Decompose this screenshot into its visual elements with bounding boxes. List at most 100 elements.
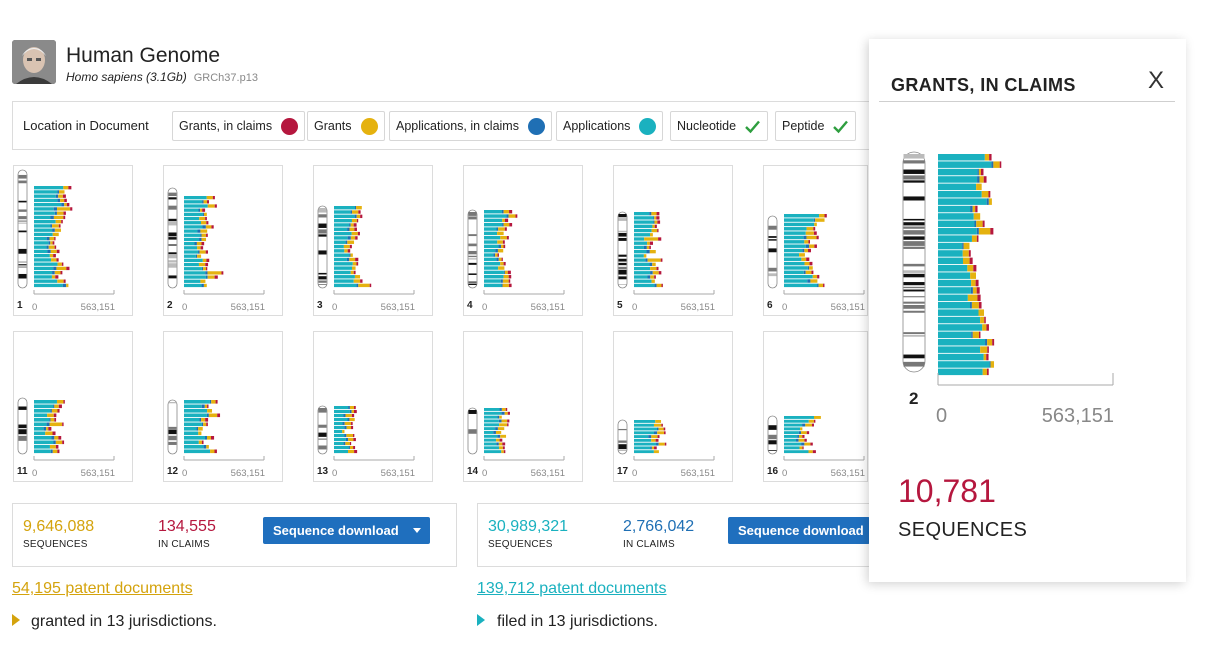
chromosome-label: 14 [467,466,479,477]
grants-bar [201,221,207,225]
chromosome-band [468,281,477,283]
chromosome-band [318,284,327,285]
applications-in-claims-bar [976,228,979,235]
grants-in-claims-bar [349,442,352,446]
applications-bar [334,283,357,288]
applications-bar [484,210,502,214]
grants-bar [200,229,208,233]
filter-applications-in-claims[interactable]: Applications, in claims [389,111,552,141]
close-icon[interactable]: X [1148,67,1165,94]
chromosome-card-5[interactable]: 0 563,151 5 [613,165,733,316]
filter-grants-in-claims[interactable]: Grants, in claims [172,111,306,141]
grants-in-claims-bar [664,431,666,435]
applications-bar [634,245,644,250]
grants-in-claims-bar [661,283,663,288]
grants-sequence-download-button[interactable]: Sequence download [263,517,430,544]
panel-divider [879,101,1175,102]
chromosome-card-17[interactable]: 0 563,151 17 [613,331,733,482]
chromosome-band [468,250,477,255]
grants-sequences-label: SEQUENCES [23,539,88,550]
grants-bar [46,427,49,431]
chromosome-card-3[interactable]: 0 563,151 3 [313,165,433,316]
grants-in-claims-bar [503,244,506,249]
grants-in-claims-bar [502,442,506,446]
grants-in-claims-bar [212,196,215,200]
axis-max-label: 563,151 [381,302,415,313]
grants-in-claims-bar [200,246,204,250]
chromosome-band [903,226,925,229]
applications-bar [34,436,52,440]
chromosome-card-11[interactable]: 0 563,151 11 [13,331,133,482]
grants-bar [63,186,69,190]
applications-bar [634,224,653,228]
applications-bar [34,190,58,194]
chromosome-card-1[interactable]: 0 563,151 1 [13,165,133,316]
grants-in-claims-bar [663,427,666,431]
applications-bar [34,271,53,275]
chromosome-card-16[interactable]: 0 563,151 16 [763,331,868,482]
applications-in-claims-bar [805,244,810,248]
applications-bar [634,262,650,266]
grants-bar [203,283,207,288]
grants-bar [498,266,505,270]
grants-bar [54,436,59,440]
applications-bar [334,426,345,430]
applications-in-claims-bar [195,254,198,258]
filter-peptide[interactable]: Peptide [775,111,857,141]
chromosome-card-14[interactable]: 0 563,151 14 [463,331,583,482]
grants-bar [498,227,505,231]
applications-bar [938,235,972,242]
applications-patent-documents-link[interactable]: 139,712 patent documents [477,580,667,597]
applications-bar [184,237,200,242]
applications-bar [184,225,203,229]
grants-bar [982,368,987,376]
grants-bar [50,418,55,422]
applications-in-claims-bar [501,411,505,415]
grants-in-claims-bar [988,191,991,198]
chromosome-band [318,208,327,213]
applications-sequence-download-button[interactable]: Sequence download [728,517,870,544]
applications-bar [484,262,501,266]
grants-bar [990,361,995,368]
chromosome-card-4[interactable]: 0 563,151 4 [463,165,583,316]
applications-in-claims-bar [493,431,496,434]
filter-nucleotide[interactable]: Nucleotide [670,111,769,141]
applications-bar [484,438,497,442]
chromosome-band [318,280,327,283]
applications-bar [784,248,803,253]
applications-bar [938,361,990,368]
applications-bar [34,440,54,445]
grants-bar [798,438,805,442]
grants-bar [344,422,352,426]
grants-bar [651,228,658,233]
yellow-dot-icon [360,117,378,135]
grants-bar [499,423,508,427]
grants-in-claims-bar [62,422,64,427]
location-filter-bar: Location in Document Grants, in claims G… [12,101,872,150]
grants-bar [54,404,59,409]
grants-in-claims-bar [358,210,361,214]
grants-bar [55,220,62,224]
chromosome-label: 11 [17,466,28,477]
grants-in-claims-bar [810,442,813,446]
chromosome-band [903,289,925,292]
grants-in-claims-bar [501,257,503,262]
filter-applications[interactable]: Applications [556,111,664,141]
applications-in-claims-bar [51,436,55,440]
grants-in-claims-bar [654,224,657,228]
applications-in-claims-bar [506,214,509,218]
axis-min-label: 0 [182,302,187,313]
filter-grants[interactable]: Grants [307,111,385,141]
grants-in-claims-bar [217,413,221,418]
applications-bar [184,400,210,404]
chromosome-card-6[interactable]: 0 563,151 6 [763,165,868,316]
grants-sequences-value: 9,646,088 [23,518,95,535]
grants-bar [199,250,206,254]
chromosome-card-13[interactable]: 0 563,151 13 [313,331,433,482]
applications-in-claims-stat: 2,766,042 IN CLAIMS [623,518,694,550]
chromosome-card-12[interactable]: 0 563,151 12 [163,331,283,482]
grants-in-claims-bar [54,245,57,249]
chromosome-card-2[interactable]: 0 563,151 2 [163,165,283,316]
applications-in-claims-bar [797,435,799,438]
grants-patent-documents-link[interactable]: 54,195 patent documents [12,580,193,597]
